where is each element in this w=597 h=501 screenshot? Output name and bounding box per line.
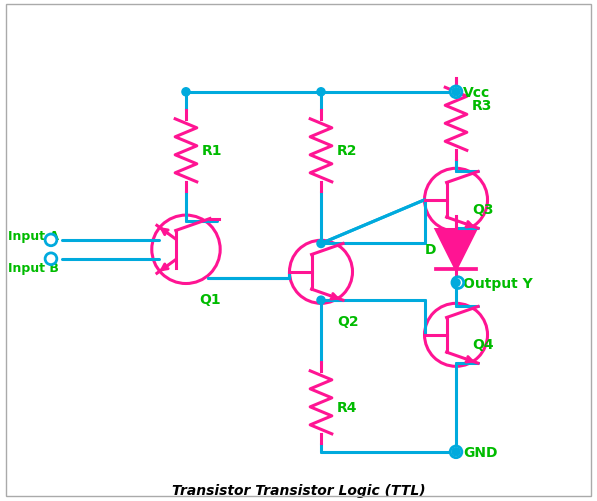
Polygon shape bbox=[436, 230, 476, 270]
Text: Q3: Q3 bbox=[472, 202, 494, 216]
Circle shape bbox=[45, 234, 57, 246]
Circle shape bbox=[182, 89, 190, 97]
Text: GND: GND bbox=[463, 445, 498, 459]
Text: R2: R2 bbox=[337, 144, 358, 158]
Circle shape bbox=[45, 254, 57, 265]
Circle shape bbox=[317, 89, 325, 97]
Circle shape bbox=[317, 297, 325, 305]
Text: D: D bbox=[424, 243, 436, 257]
Text: Input A: Input A bbox=[8, 229, 59, 242]
Text: Input B: Input B bbox=[8, 262, 59, 275]
Text: Transistor Transistor Logic (TTL): Transistor Transistor Logic (TTL) bbox=[172, 482, 425, 496]
Circle shape bbox=[452, 448, 460, 456]
Circle shape bbox=[452, 89, 460, 97]
Text: R1: R1 bbox=[202, 144, 223, 158]
Text: R4: R4 bbox=[337, 400, 358, 414]
Text: R3: R3 bbox=[472, 99, 493, 113]
Circle shape bbox=[450, 87, 462, 98]
Circle shape bbox=[452, 277, 464, 289]
Text: Q4: Q4 bbox=[472, 337, 494, 351]
Text: Vcc: Vcc bbox=[463, 86, 491, 100]
Circle shape bbox=[317, 240, 325, 248]
Text: Q2: Q2 bbox=[337, 315, 359, 329]
Text: Q1: Q1 bbox=[199, 292, 221, 306]
Circle shape bbox=[450, 446, 462, 458]
Text: Output Y: Output Y bbox=[463, 276, 533, 290]
Circle shape bbox=[452, 279, 460, 287]
